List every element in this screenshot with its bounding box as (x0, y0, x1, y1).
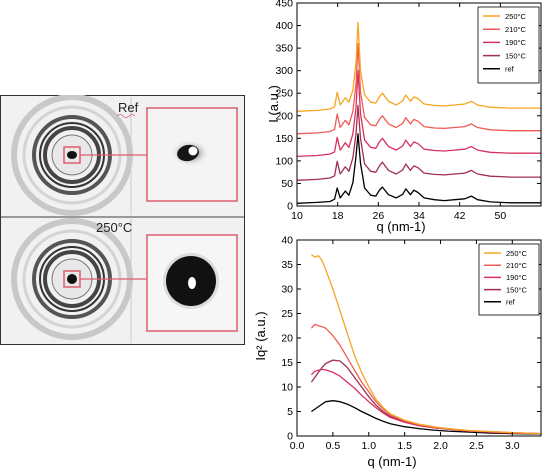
intensity-chart: 10 18 26 34 42 50 0 50 100 150 200 250 300 350 400 450 q… (266, 0, 542, 234)
legend-label: 190°C (505, 38, 527, 47)
x-tick-label: 2.0 (433, 440, 448, 452)
legend-label: ref (505, 65, 515, 74)
series-line-250c (296, 21, 541, 112)
y-tick-label: 0 (287, 201, 293, 213)
y-tick-label: 10 (281, 382, 293, 394)
series-line-150c (296, 104, 541, 181)
x-tick-label: 0.0 (290, 440, 305, 452)
y-axis-label: I (a.u.) (266, 85, 281, 123)
y-tick-label: 150 (275, 133, 293, 145)
y-tick-label: 15 (281, 357, 293, 369)
y-tick-label: 25 (281, 308, 293, 320)
xray-pattern-ref: Ref (1, 95, 244, 216)
y-tick-label: 450 (275, 0, 293, 10)
series-line-ref (311, 400, 542, 435)
250c-label: 250°C (96, 220, 132, 235)
series-line-210c (296, 42, 541, 135)
legend: 250°C 210°C 190°C 150°C ref (477, 6, 540, 84)
xray-image-panel: Ref 250°C (0, 95, 245, 345)
y-tick-label: 100 (275, 155, 293, 167)
y-tick-label: 350 (275, 43, 293, 55)
kratky-chart: 0.0 0.5 1.0 1.5 2.0 2.5 3.0 0 5 10 15 20 25 30 35 40 q (… (253, 235, 542, 469)
y-tick-label: 30 (281, 284, 293, 296)
legend-box (478, 243, 540, 316)
y-tick-label: 50 (281, 178, 293, 190)
x-tick-label: 18 (332, 210, 344, 222)
y-tick-label: 40 (281, 235, 293, 247)
series-line-250c (311, 254, 542, 435)
legend-label: 150°C (506, 285, 528, 294)
legend-label: 250°C (506, 249, 528, 258)
x-axis-label: q (nm-1) (367, 454, 416, 469)
x-tick-label: 10 (291, 210, 303, 222)
series-line-150c (310, 359, 542, 435)
xray-pattern-250c: 250°C (1, 218, 244, 344)
x-axis-label: q (nm-1) (376, 219, 425, 234)
ref-label: Ref (118, 100, 139, 115)
y-tick-label: 300 (275, 65, 293, 77)
y-tick-label: 400 (275, 20, 293, 32)
x-tick-label: 0.5 (326, 440, 341, 452)
y-tick-label: 5 (287, 406, 293, 418)
xray-images: Ref 250°C (0, 95, 245, 345)
x-tick-label: 2.5 (469, 440, 484, 452)
y-tick-label: 35 (281, 259, 293, 271)
series-line-210c (310, 323, 542, 435)
series-line-190c (296, 70, 541, 158)
y-tick-label: 20 (281, 333, 293, 345)
x-tick-label: 42 (454, 210, 466, 222)
series-line-190c (310, 368, 542, 435)
y-tick-label: 0 (287, 431, 293, 443)
legend-label: 210°C (505, 25, 527, 34)
y-tick-label: 250 (275, 88, 293, 100)
legend-label: 210°C (506, 261, 528, 270)
legend-label: 190°C (506, 273, 528, 282)
legend-label: 150°C (505, 51, 527, 60)
x-tick-label: 34 (413, 210, 425, 222)
x-tick-label: 26 (372, 210, 384, 222)
legend: 250°C 210°C 190°C 150°C ref (478, 243, 540, 316)
legend-label: 250°C (505, 12, 527, 21)
x-tick-label: 50 (494, 210, 506, 222)
y-tick-label: 200 (275, 110, 293, 122)
y-axis-label: Iq² (a.u.) (253, 311, 268, 360)
series-group (296, 21, 541, 204)
series-group (310, 254, 542, 435)
series-line-ref (296, 133, 541, 204)
legend-label: ref (506, 298, 516, 307)
x-tick-label: 1.5 (397, 440, 412, 452)
legend-box (477, 6, 540, 84)
x-tick-label: 1.0 (361, 440, 376, 452)
x-tick-label: 3.0 (505, 440, 520, 452)
